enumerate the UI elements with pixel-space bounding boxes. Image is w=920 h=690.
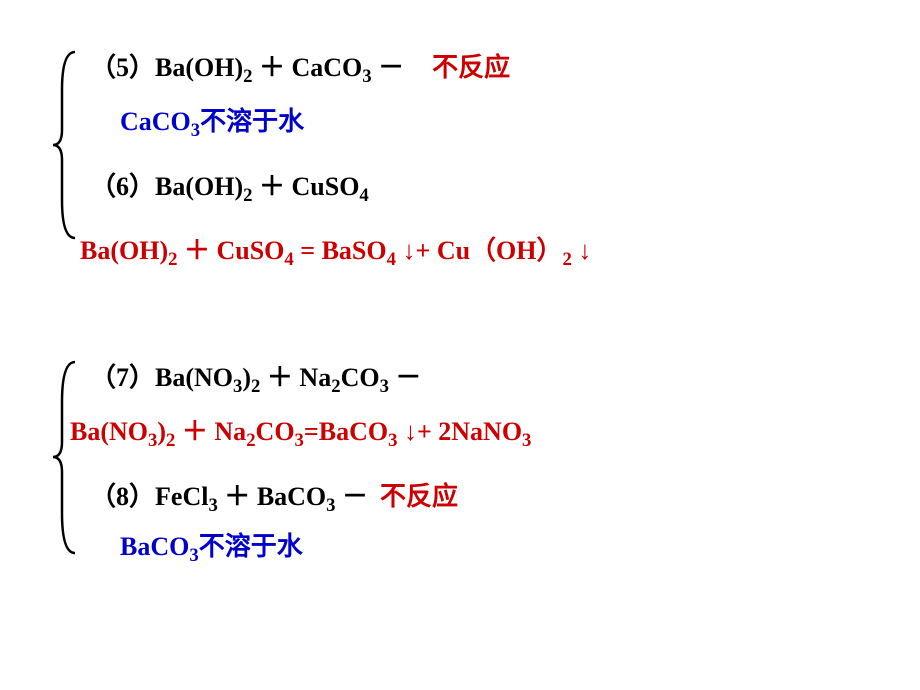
r8-plus: ＋ [218, 482, 257, 511]
e6-b-sub: 4 [284, 249, 293, 270]
e7-b2: CO [256, 417, 295, 446]
equation-6: Ba(OH)2 ＋ CuSO4 = BaSO4 ↓+ Cu（OH）2 ↓ [80, 233, 890, 269]
slide-content: （5）Ba(OH)2 ＋ CaCO3 －不反应 CaCO3不溶于水 （6）Ba(… [50, 50, 890, 626]
e6-a: Ba(OH) [80, 236, 168, 265]
equation-7: Ba(NO3)2 ＋ Na2CO3=BaCO3 ↓+ 2NaNO3 [70, 414, 890, 450]
reaction-8: （8）FeCl3 ＋ BaCO3 －不反应 [90, 479, 890, 515]
bracket-left-2 [50, 360, 80, 555]
r5-result: 不反应 [432, 53, 510, 82]
r7-b2: CO [341, 363, 380, 392]
label-6: （6） [90, 172, 155, 201]
e6-ar2: ↓ [572, 236, 592, 265]
e6-p1: ＋ [177, 236, 216, 265]
r7-plus: ＋ [260, 363, 299, 392]
e7-eq: = [304, 417, 319, 446]
r5-dash: － [372, 53, 405, 82]
r8-dash: － [336, 482, 369, 511]
e7-b-s1: 2 [246, 431, 255, 452]
e7-c: BaCO [319, 417, 388, 446]
e6-b: CuSO [216, 236, 284, 265]
r7-a-cl: ) [242, 363, 251, 392]
n8-text: 不溶于水 [199, 532, 303, 561]
r7-a-s1: 3 [233, 376, 242, 397]
n5-a: CaCO [120, 107, 191, 136]
e7-a-s2: 2 [166, 431, 175, 452]
e7-b-s2: 3 [295, 431, 304, 452]
r5-b-sub: 3 [362, 66, 371, 87]
group-7-8: （7）Ba(NO3)2 ＋ Na2CO3 － Ba(NO3)2 ＋ Na2CO3… [50, 360, 890, 566]
e7-a: Ba(NO [70, 417, 148, 446]
r6-plus: ＋ [252, 172, 291, 201]
r8-b-sub: 3 [326, 495, 335, 516]
r7-dash: － [389, 363, 422, 392]
r8-b: BaCO [257, 482, 326, 511]
e7-b: Na [214, 417, 246, 446]
reaction-5: （5）Ba(OH)2 ＋ CaCO3 －不反应 [90, 50, 890, 86]
r6-b-sub: 4 [359, 185, 368, 206]
n5-text: 不溶于水 [200, 107, 304, 136]
e7-d-sub: 3 [522, 431, 531, 452]
e6-d: Cu（OH） [437, 236, 563, 265]
reaction-6: （6）Ba(OH)2 ＋ CuSO4 [90, 169, 890, 205]
e7-p1: ＋ [175, 417, 214, 446]
e6-p2: + [415, 236, 436, 265]
bracket-left-1 [50, 50, 80, 240]
e6-ar1: ↓ [396, 236, 416, 265]
r5-plus: ＋ [252, 53, 291, 82]
e7-d: 2NaNO [438, 417, 522, 446]
e6-c-sub: 4 [387, 249, 396, 270]
r7-a-s2: 2 [251, 376, 260, 397]
label-7: （7） [90, 363, 155, 392]
r7-b-s2: 3 [380, 376, 389, 397]
e7-a-s1: 3 [148, 431, 157, 452]
note-5: CaCO3不溶于水 [120, 104, 890, 140]
r8-result: 不反应 [380, 482, 458, 511]
e6-c: BaSO [322, 236, 387, 265]
note-8: BaCO3不溶于水 [120, 529, 890, 565]
label-8: （8） [90, 482, 155, 511]
r7-b: Na [299, 363, 331, 392]
r6-b: CuSO [292, 172, 360, 201]
n8-a: BaCO [120, 532, 189, 561]
e7-a-cl: ) [157, 417, 166, 446]
r5-b: CaCO [292, 53, 363, 82]
n5-a-sub: 3 [191, 121, 200, 142]
r7-b-s1: 2 [331, 376, 340, 397]
r5-a: Ba(OH) [155, 53, 243, 82]
reaction-7: （7）Ba(NO3)2 ＋ Na2CO3 － [90, 360, 890, 396]
r7-a: Ba(NO [155, 363, 233, 392]
e7-p2: + [417, 417, 438, 446]
e6-eq: = [294, 236, 322, 265]
e6-d-sub: 2 [563, 249, 572, 270]
r8-a: FeCl [155, 482, 208, 511]
group-5-6: （5）Ba(OH)2 ＋ CaCO3 －不反应 CaCO3不溶于水 （6）Ba(… [50, 50, 890, 280]
r6-a: Ba(OH) [155, 172, 243, 201]
n8-a-sub: 3 [189, 545, 198, 566]
r8-a-sub: 3 [208, 495, 217, 516]
label-5: （5） [90, 53, 155, 82]
e7-ar1: ↓ [397, 417, 417, 446]
